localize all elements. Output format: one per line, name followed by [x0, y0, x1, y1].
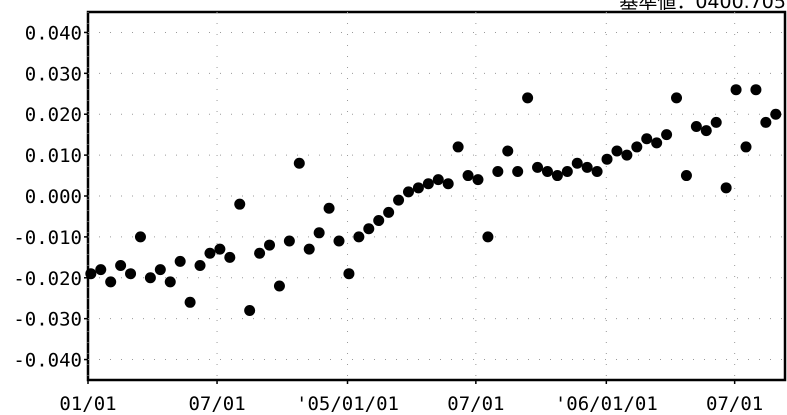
data-point: [442, 178, 454, 190]
data-point: [184, 296, 196, 308]
data-point: [283, 235, 295, 247]
data-point: [750, 84, 762, 96]
data-point: [234, 198, 246, 210]
data-point: [313, 227, 325, 239]
data-point: [422, 178, 434, 190]
y-tick-label: -0.020: [13, 268, 82, 290]
data-point: [690, 120, 702, 132]
data-point: [224, 251, 236, 263]
data-point: [264, 239, 276, 251]
data-point: [661, 129, 673, 141]
x-tick-label: '06/01/01: [555, 393, 658, 415]
data-point: [105, 276, 117, 288]
data-point: [680, 170, 692, 182]
data-point: [472, 174, 484, 186]
data-point: [760, 116, 772, 128]
data-point: [363, 223, 375, 235]
data-point: [621, 149, 633, 161]
data-point: [273, 280, 285, 292]
data-point: [115, 260, 127, 272]
y-tick-label: 0.040: [25, 22, 82, 44]
data-point: [323, 202, 335, 214]
data-point: [412, 182, 424, 194]
x-axis-ticks: 01/01 07/01 '05/01/01 07/01 '06/01/01 07/01: [59, 380, 763, 415]
data-point: [333, 235, 345, 247]
data-point: [512, 165, 524, 177]
y-tick-label: 0.000: [25, 186, 82, 208]
x-tick-label: 07/01: [188, 393, 245, 415]
data-point: [720, 182, 732, 194]
data-point: [571, 157, 583, 169]
data-point: [373, 215, 385, 227]
data-point: [85, 268, 97, 280]
data-point: [343, 268, 355, 280]
data-point: [561, 165, 573, 177]
y-tick-label: 0.010: [25, 145, 82, 167]
data-points: [85, 84, 782, 316]
y-tick-label: -0.030: [13, 309, 82, 331]
data-point: [730, 84, 742, 96]
data-point: [502, 145, 514, 157]
data-point: [432, 174, 444, 186]
data-point: [641, 133, 653, 145]
data-point: [541, 165, 553, 177]
data-point: [393, 194, 405, 206]
data-point: [601, 153, 613, 165]
data-point: [611, 145, 623, 157]
data-point: [710, 116, 722, 128]
data-point: [462, 170, 474, 182]
data-point: [174, 255, 186, 267]
data-point: [194, 260, 206, 272]
x-tick-label: 07/01: [447, 393, 504, 415]
x-tick-label: '05/01/01: [296, 393, 399, 415]
data-point: [532, 161, 544, 173]
y-axis-ticks: 0.040 0.030 0.020 0.010 0.000 -0.010 -0.020 -0.…: [13, 22, 88, 372]
y-tick-label: -0.040: [13, 350, 82, 372]
data-point: [244, 304, 256, 316]
data-point: [522, 92, 534, 104]
data-point: [492, 165, 504, 177]
data-point: [581, 161, 593, 173]
data-point: [204, 247, 216, 259]
data-point: [125, 268, 137, 280]
data-point: [770, 108, 782, 120]
data-point: [651, 137, 663, 149]
data-point: [452, 141, 464, 153]
data-point: [631, 141, 643, 153]
plot-frame: [86, 10, 787, 382]
data-point: [95, 264, 107, 276]
data-point: [353, 231, 365, 243]
y-tick-label: 0.030: [25, 63, 82, 85]
data-point: [551, 170, 563, 182]
data-point: [164, 276, 176, 288]
data-point: [144, 272, 156, 284]
data-point: [591, 165, 603, 177]
data-point: [700, 125, 712, 137]
data-point: [303, 243, 315, 255]
data-point: [154, 264, 166, 276]
y-tick-label: -0.010: [13, 227, 82, 249]
y-tick-label: 0.020: [25, 104, 82, 126]
reference-label: 基準値：0400.705: [619, 0, 786, 13]
data-point: [740, 141, 752, 153]
data-point: [482, 231, 494, 243]
data-point: [134, 231, 146, 243]
data-point: [402, 186, 414, 198]
data-point: [214, 243, 226, 255]
x-tick-label: 01/01: [59, 393, 116, 415]
data-point: [383, 206, 395, 218]
data-point: [671, 92, 683, 104]
data-point: [254, 247, 266, 259]
x-tick-label: 07/01: [706, 393, 763, 415]
data-point: [293, 157, 305, 169]
